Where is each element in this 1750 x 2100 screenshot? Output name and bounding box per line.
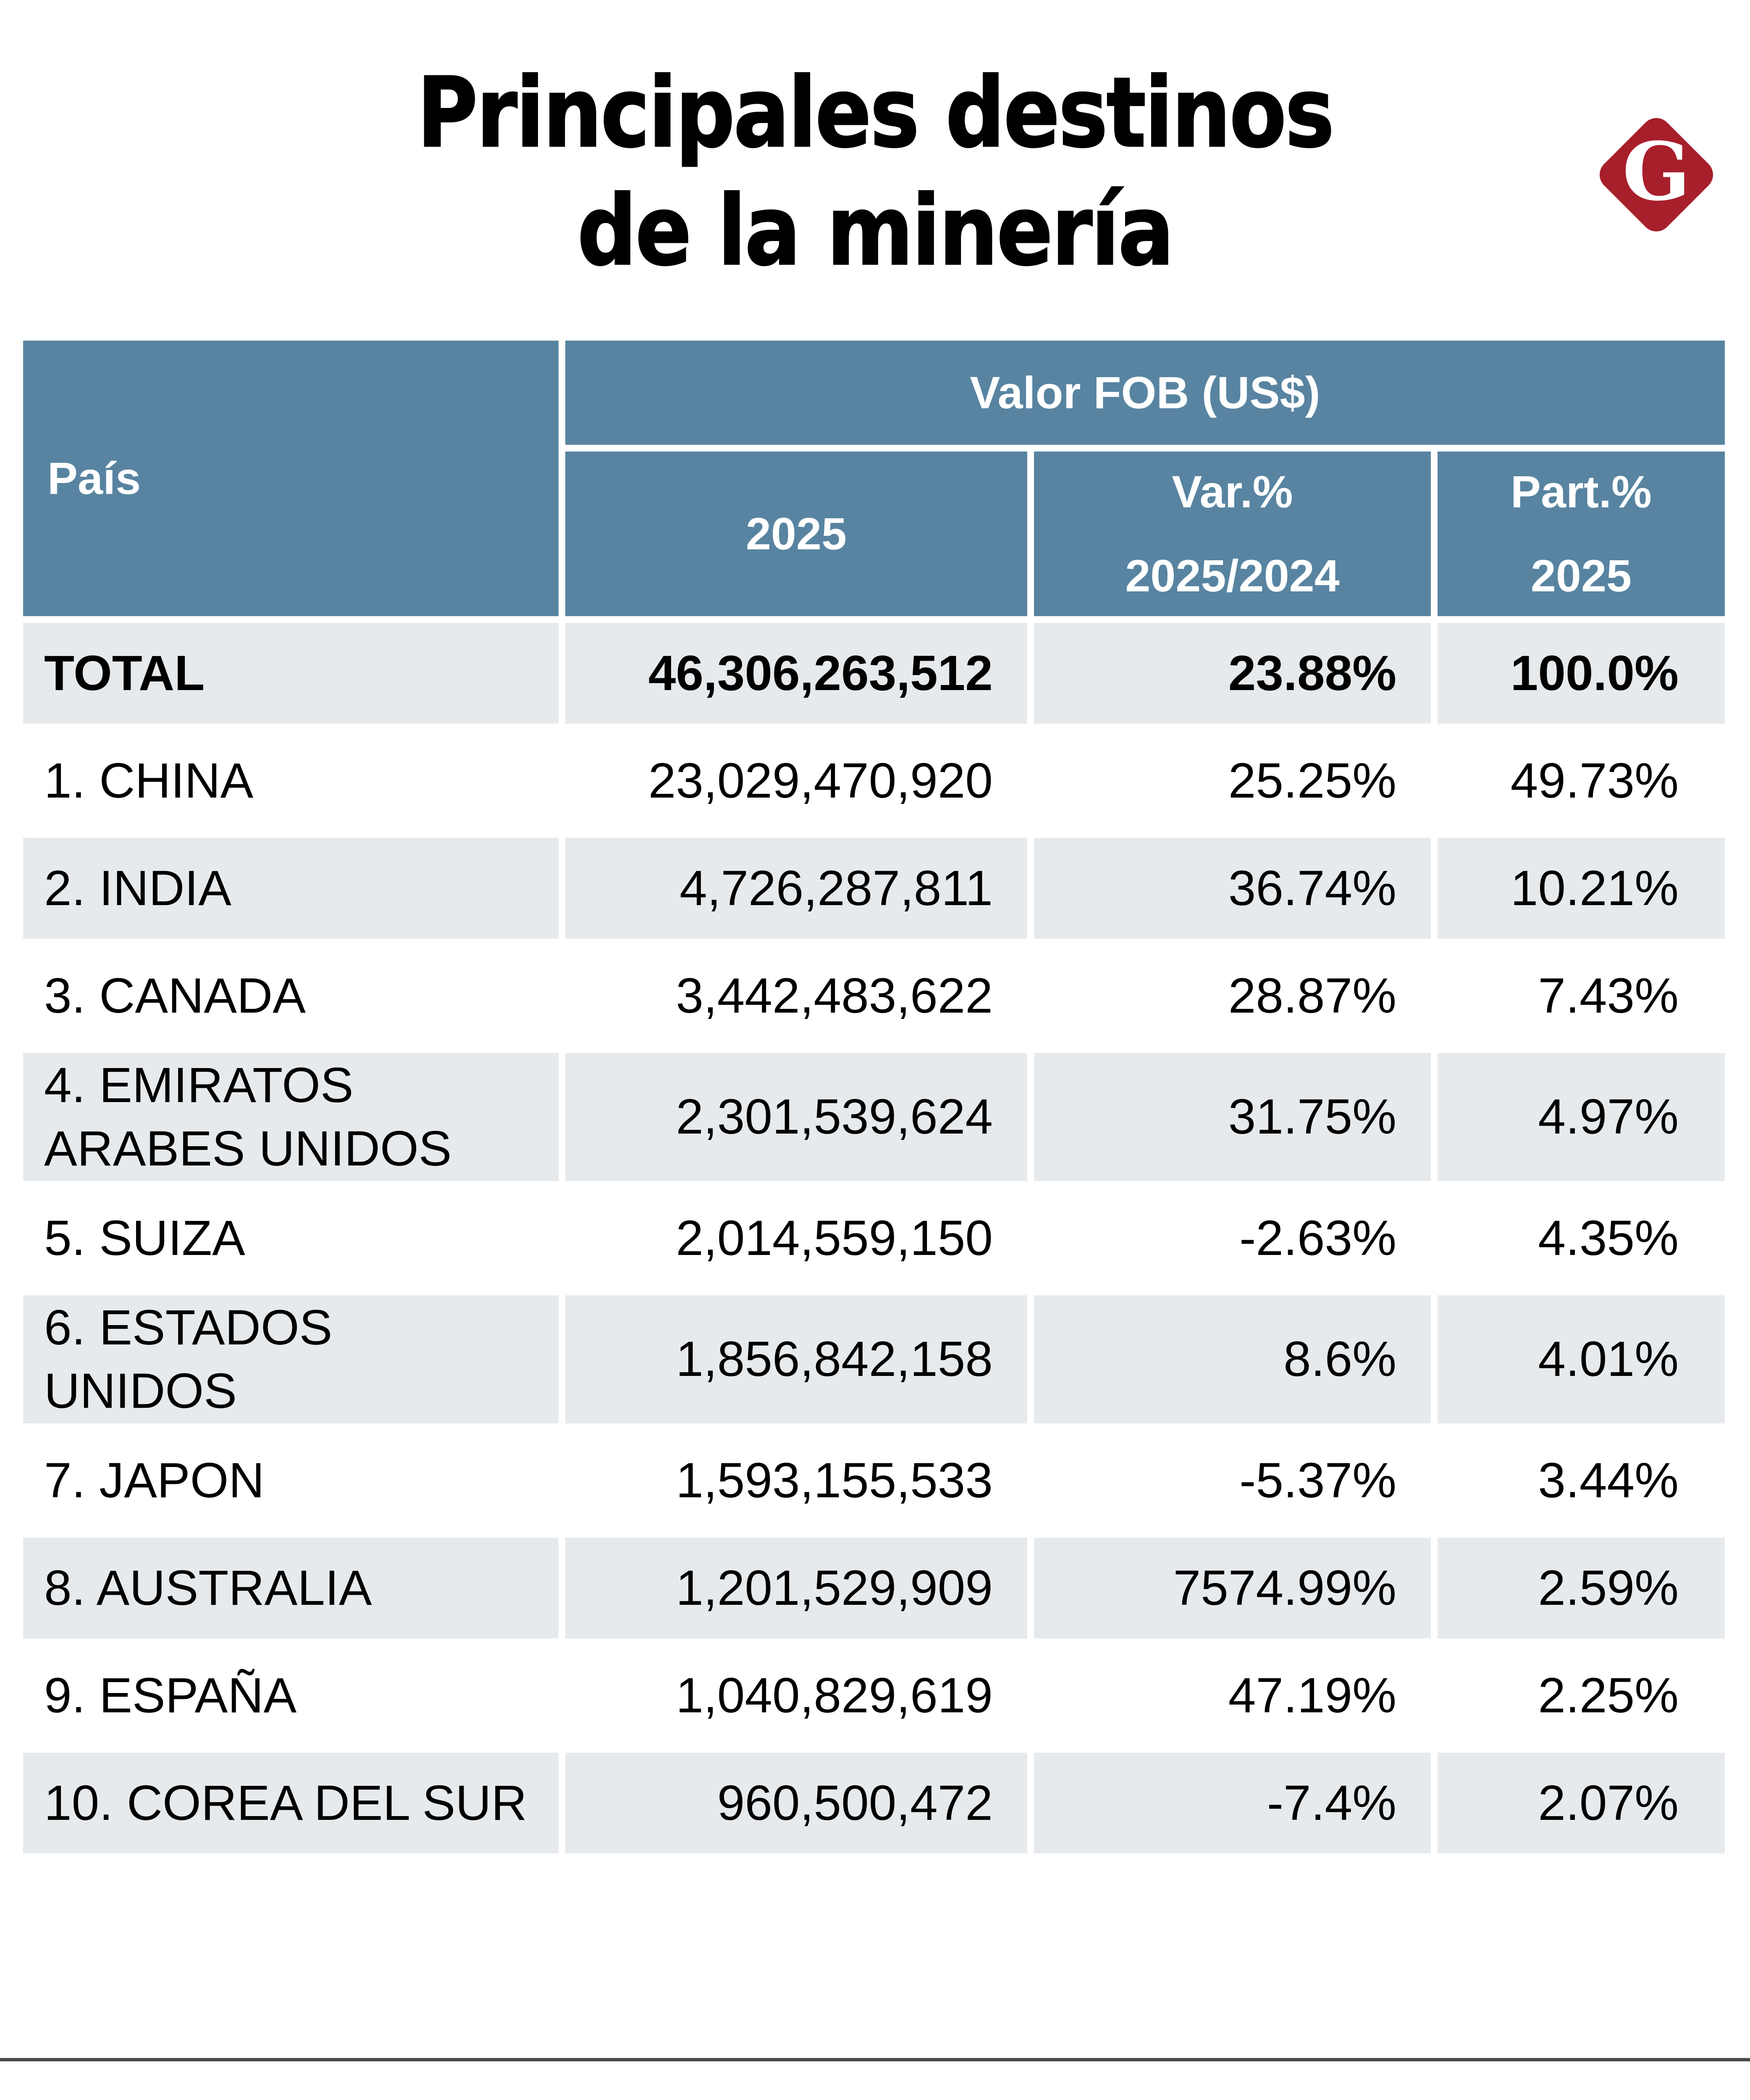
cell-country-estados-unidos: 6. ESTADOS UNIDOS: [23, 1295, 559, 1424]
cell-part-india: 10.21%: [1438, 838, 1725, 939]
cell-part-corea: 2.07%: [1438, 1753, 1725, 1854]
cell-valor-australia: 1,201,529,909: [565, 1538, 1027, 1639]
cell-var-corea: -7.4%: [1034, 1753, 1431, 1854]
col-header-2025: 2025: [565, 452, 1027, 617]
col-header-part-line2: 2025: [1530, 550, 1632, 601]
col-header-valor-fob: Valor FOB (US$): [565, 341, 1725, 445]
cell-var-japon: -5.37%: [1034, 1430, 1431, 1531]
cell-var-emiratos: 31.75%: [1034, 1053, 1431, 1181]
divider-rule: [0, 2058, 1750, 2061]
cell-var-suiza: -2.63%: [1034, 1188, 1431, 1289]
cell-part-suiza: 4.35%: [1438, 1188, 1725, 1289]
col-header-var-line1: Var.%: [1172, 466, 1293, 517]
cell-var-india: 36.74%: [1034, 838, 1431, 939]
cell-part-espana: 2.25%: [1438, 1645, 1725, 1746]
page-title-line2: de la minería: [577, 174, 1175, 288]
cell-var-total: 23.88%: [1034, 623, 1431, 724]
cell-valor-japon: 1,593,155,533: [565, 1430, 1027, 1531]
cell-country-canada: 3. CANADA: [23, 945, 559, 1047]
cell-part-japon: 3.44%: [1438, 1430, 1725, 1531]
col-header-var: Var.% 2025/2024: [1034, 452, 1431, 617]
col-header-part: Part.% 2025: [1438, 452, 1725, 617]
cell-valor-suiza: 2,014,559,150: [565, 1188, 1027, 1289]
cell-part-australia: 2.59%: [1438, 1538, 1725, 1639]
cell-var-estados-unidos: 8.6%: [1034, 1295, 1431, 1424]
page-title-line1: Principales destinos: [417, 57, 1335, 170]
cell-valor-india: 4,726,287,811: [565, 838, 1027, 939]
cell-part-canada: 7.43%: [1438, 945, 1725, 1047]
cell-valor-china: 23,029,470,920: [565, 730, 1027, 832]
cell-var-china: 25.25%: [1034, 730, 1431, 832]
cell-valor-canada: 3,442,483,622: [565, 945, 1027, 1047]
cell-country-australia: 8. AUSTRALIA: [23, 1538, 559, 1639]
cell-country-japon: 7. JAPON: [23, 1430, 559, 1531]
cell-country-emiratos: 4. EMIRATOS ARABES UNIDOS: [23, 1053, 559, 1181]
cell-var-australia: 7574.99%: [1034, 1538, 1431, 1639]
cell-part-total: 100.0%: [1438, 623, 1725, 724]
cell-part-emiratos: 4.97%: [1438, 1053, 1725, 1181]
logo-letter-g: G: [1622, 124, 1691, 218]
col-header-part-line1: Part.%: [1510, 466, 1652, 517]
col-header-var-line2: 2025/2024: [1125, 550, 1340, 601]
page-title: Principales destinos de la minería: [123, 55, 1628, 290]
mining-destinations-infographic: G Principales destinos de la minería País…: [0, 55, 1750, 2100]
cell-var-canada: 28.87%: [1034, 945, 1431, 1047]
cell-country-india: 2. INDIA: [23, 838, 559, 939]
cell-part-china: 49.73%: [1438, 730, 1725, 832]
cell-valor-total: 46,306,263,512: [565, 623, 1027, 724]
cell-valor-estados-unidos: 1,856,842,158: [565, 1295, 1027, 1424]
cell-country-corea: 10. COREA DEL SUR: [23, 1753, 559, 1854]
cell-valor-emiratos: 2,301,539,624: [565, 1053, 1027, 1181]
cell-var-espana: 47.19%: [1034, 1645, 1431, 1746]
cell-valor-corea: 960,500,472: [565, 1753, 1027, 1854]
cell-country-china: 1. CHINA: [23, 730, 559, 832]
cell-country-total: TOTAL: [23, 623, 559, 724]
cell-country-suiza: 5. SUIZA: [23, 1188, 559, 1289]
cell-part-estados-unidos: 4.01%: [1438, 1295, 1725, 1424]
destinations-table: País Valor FOB (US$) 2025 Var.% 2025/202…: [23, 341, 1725, 1854]
col-header-pais: País: [23, 341, 559, 617]
cell-valor-espana: 1,040,829,619: [565, 1645, 1027, 1746]
cell-country-espana: 9. ESPAÑA: [23, 1645, 559, 1746]
